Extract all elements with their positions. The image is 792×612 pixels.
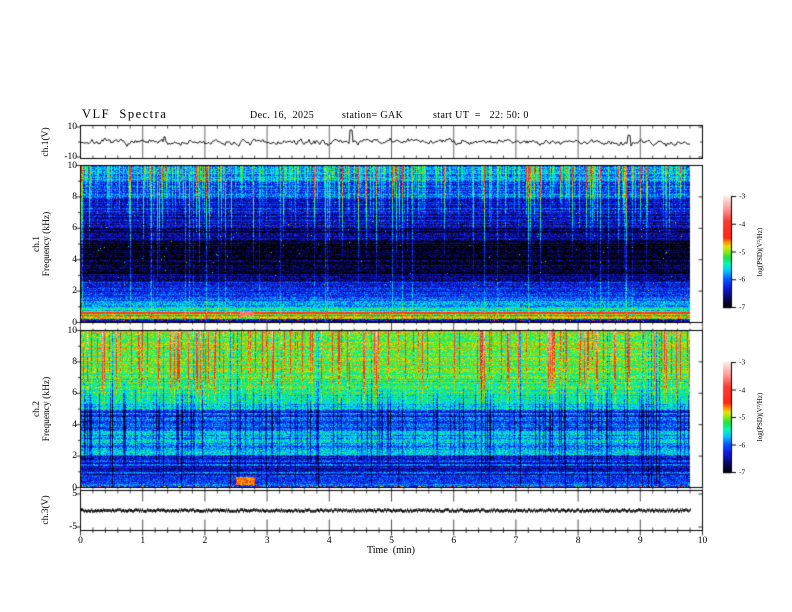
x-tick-label: 0 (78, 536, 83, 546)
colorbar-tick-label: -6 (739, 440, 746, 449)
ch3-voltage-axis-label: ch.3(V) (41, 495, 51, 525)
ch2-frequency-axis-label: ch.2 Frequency (kHz) (32, 377, 52, 442)
ch2-spec-ytick: 6 (72, 388, 77, 399)
ch2-spec-ytick: 8 (72, 356, 77, 367)
ch1-spec-ytick: 10 (67, 160, 78, 171)
x-tick-label: 2 (202, 536, 208, 546)
ch1-spec-ytick: 0 (72, 317, 77, 328)
colorbar-tick-label: -6 (739, 274, 746, 284)
colorbar-tick-label: -5 (739, 412, 746, 422)
ch3-ytick: 5 (72, 489, 77, 499)
time-axis-label: Time (min) (367, 545, 415, 556)
ch3-ytick: -5 (69, 522, 77, 532)
colorbar-tick-label: -7 (739, 467, 746, 477)
ch2-label-line1: ch.2 (32, 400, 42, 418)
colorbar1-label: log(PSD)(V²/Hz) (756, 227, 764, 277)
x-tick-label: 5 (389, 536, 394, 546)
x-tick-label: 8 (575, 536, 581, 546)
x-tick-label: 3 (264, 536, 270, 546)
colorbar-tick-label: -3 (739, 357, 746, 367)
x-tick-label: 9 (637, 536, 643, 546)
title-start-ut: start UT = 22: 50: 0 (433, 110, 529, 121)
colorbar2-label: log(PSD)(V²/Hz) (756, 392, 764, 442)
ch2-spec-ytick: 0 (72, 482, 77, 493)
colorbar-tick-label: -4 (739, 385, 746, 394)
ch2-spec-ytick: 10 (67, 325, 78, 336)
colorbar-tick-label: -3 (739, 191, 746, 201)
colorbar-tick-label: -7 (739, 302, 746, 312)
ch2-spec-ytick: 4 (72, 419, 77, 430)
x-tick-label: 4 (326, 536, 332, 546)
ch2-label-line2: Frequency (kHz) (42, 376, 52, 442)
ch1-voltage-axis-label: ch.1(V) (41, 127, 51, 157)
ch1-spec-ytick: 4 (72, 254, 77, 265)
ch1-spec-ytick: 2 (72, 286, 77, 297)
colorbar-tick-label: -4 (739, 219, 746, 229)
x-tick-label: 10 (697, 536, 708, 546)
title-date: Dec. 16, 2025 (250, 110, 315, 121)
x-tick-label: 1 (140, 536, 146, 546)
colorbar-tick-label: -5 (739, 247, 746, 256)
page-title: VLF Spectra (82, 107, 168, 121)
ch1-label-line1: ch.1 (32, 235, 42, 253)
ch1-spec-ytick: 8 (72, 191, 77, 202)
ch1-spec-ytick: 6 (72, 223, 77, 234)
ch1-wave-ytick: -10 (64, 152, 77, 162)
ch1-label-line2: Frequency (kHz) (42, 211, 52, 277)
title-station: station= GAK (342, 110, 404, 121)
ch1-frequency-axis-label: ch.1 Frequency (kHz) (32, 212, 52, 277)
x-tick-label: 6 (451, 536, 457, 546)
ch2-spec-ytick: 2 (72, 451, 77, 462)
x-tick-label: 7 (513, 536, 519, 546)
ch1-wave-ytick: 10 (67, 122, 78, 132)
